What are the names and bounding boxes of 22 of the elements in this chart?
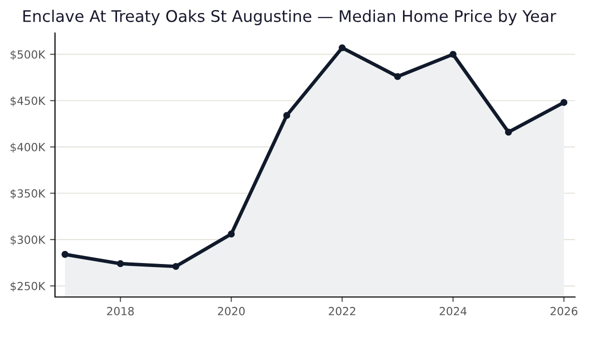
point	[394, 73, 402, 80]
x-tick-label: 2026	[550, 306, 578, 316]
y-tick-label: $250K	[10, 282, 46, 292]
point	[172, 262, 180, 270]
point	[116, 260, 124, 268]
chart-title: Enclave At Treaty Oaks St Augustine — Median Home Price by Year	[23, 10, 556, 26]
x-tick-label: 2024	[440, 306, 467, 316]
y-tick-label: $400K	[10, 142, 46, 153]
x-tick-label: 2020	[218, 306, 245, 316]
y-tick-label: $450K	[10, 96, 46, 106]
point	[560, 99, 568, 106]
point	[338, 44, 346, 52]
point	[283, 112, 290, 119]
point	[505, 128, 512, 136]
x-tick-label: 2018	[107, 306, 134, 316]
point	[228, 230, 235, 238]
y-tick-label: $500K	[10, 50, 46, 60]
x-tick-label: 2022	[328, 306, 356, 316]
point	[62, 250, 68, 258]
point	[450, 50, 457, 58]
y-tick-label: $300K	[10, 235, 46, 246]
y-tick-label: $350K	[10, 189, 46, 200]
